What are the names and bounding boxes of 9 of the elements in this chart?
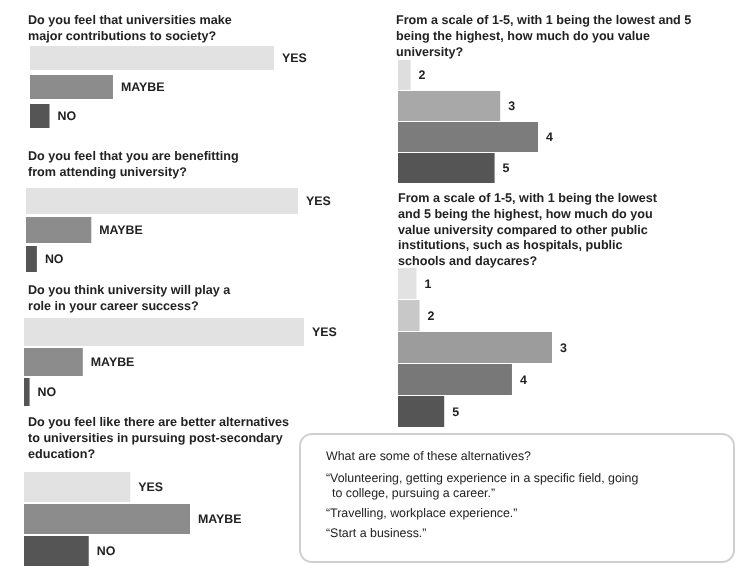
bar [398, 91, 501, 121]
bar [398, 364, 512, 395]
bar [398, 60, 411, 90]
bar [398, 396, 445, 427]
bar [398, 268, 417, 299]
bar [398, 122, 538, 152]
bar [398, 153, 495, 183]
bar [398, 332, 552, 363]
bar [398, 300, 420, 331]
